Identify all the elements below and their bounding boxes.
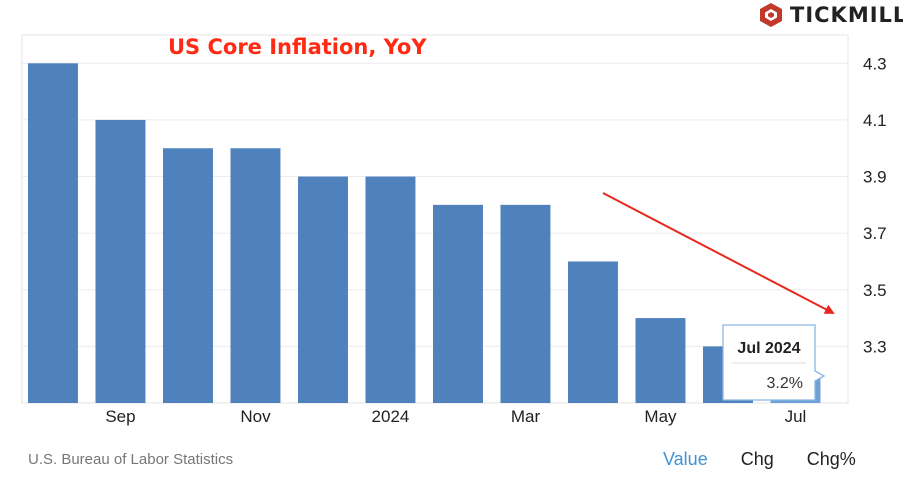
- x-tick-label: Nov: [240, 407, 271, 426]
- tickmill-logo-icon: [760, 3, 782, 27]
- tooltip: Jul 2024 3.2%: [722, 324, 826, 401]
- tooltip-title: Jul 2024: [737, 340, 800, 357]
- bar-apr-2024[interactable]: [568, 261, 618, 403]
- bar-aug-2023[interactable]: [28, 63, 78, 404]
- tab-chg[interactable]: Chg: [740, 449, 774, 469]
- bar-may-2024[interactable]: [635, 318, 686, 403]
- y-tick-label: 3.7: [863, 224, 887, 243]
- y-tick-label: 4.1: [863, 111, 887, 130]
- bar-jan-2024[interactable]: [365, 176, 416, 403]
- chart-title: US Core Inflation, YoY: [168, 35, 427, 59]
- y-tick-label: 4.3: [863, 54, 887, 73]
- tooltip-value: 3.2%: [767, 375, 803, 392]
- view-tabs: Value Chg Chg%: [663, 449, 856, 470]
- x-tick-label: Mar: [511, 407, 541, 426]
- y-tick-label: 3.9: [863, 168, 887, 187]
- tab-value[interactable]: Value: [663, 449, 708, 469]
- x-tick-label: May: [644, 407, 677, 426]
- tickmill-logo: TICKMILL: [758, 2, 903, 28]
- x-tick-label: 2024: [372, 407, 410, 426]
- bar-oct-2023[interactable]: [163, 148, 213, 403]
- y-tick-label: 3.3: [863, 337, 887, 356]
- bar-sep-2023[interactable]: [95, 119, 146, 403]
- bar-nov-2023[interactable]: [230, 148, 281, 403]
- brand-name: TICKMILL: [790, 3, 903, 27]
- bar-feb-2024[interactable]: [433, 204, 483, 403]
- y-tick-label: 3.5: [863, 281, 887, 300]
- data-source: U.S. Bureau of Labor Statistics: [28, 451, 234, 468]
- bar-dec-2023[interactable]: [298, 176, 348, 403]
- x-tick-label: Jul: [785, 407, 807, 426]
- x-tick-label: Sep: [105, 407, 135, 426]
- downtrend-arrow: [602, 192, 835, 314]
- tab-chg-percent[interactable]: Chg%: [806, 449, 856, 469]
- bar-mar-2024[interactable]: [500, 204, 551, 403]
